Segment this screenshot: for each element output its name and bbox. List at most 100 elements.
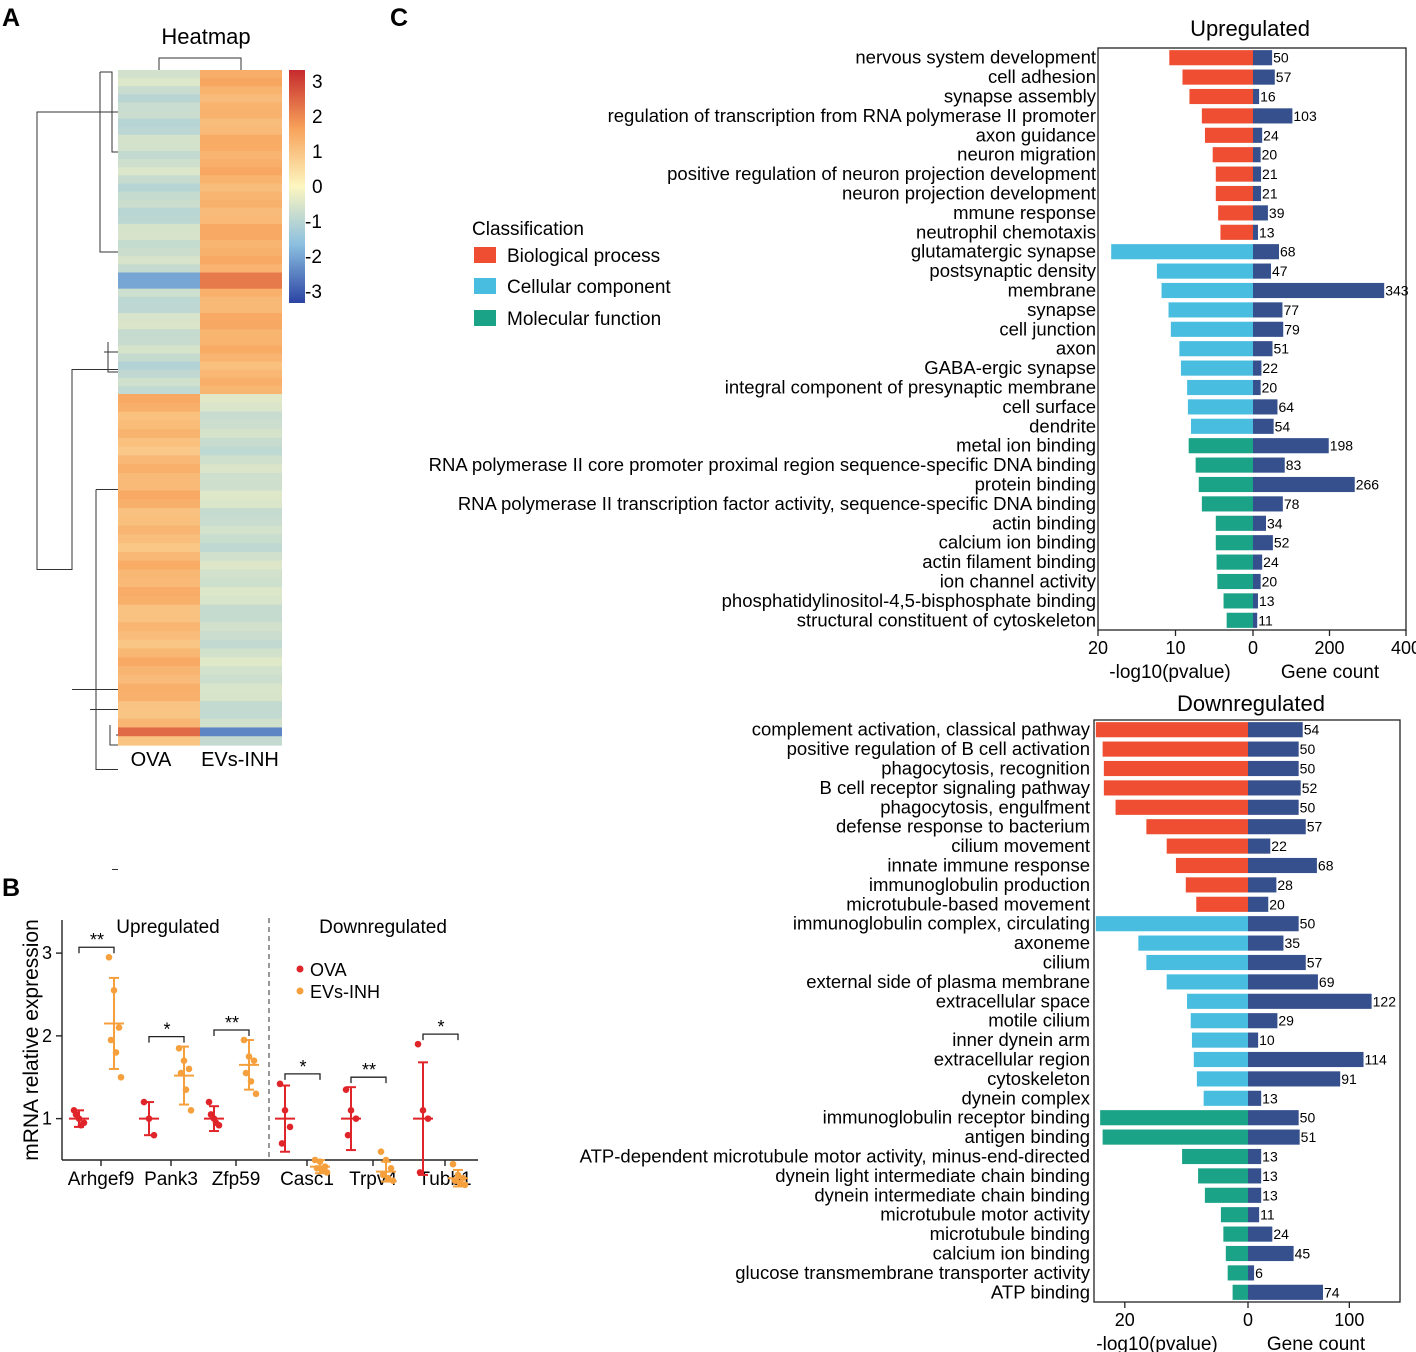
gene-count-bar [1248, 993, 1372, 1009]
pvalue-bar [1223, 1226, 1248, 1242]
heatmap-cell [200, 215, 282, 225]
heatmap-cell [118, 718, 200, 729]
pvalue-bar [1215, 185, 1253, 202]
heatmap-cell [200, 288, 282, 298]
gene-count-label: 11 [1258, 612, 1273, 628]
heatmap-cell [200, 709, 282, 720]
gene-count-label: 50 [1300, 761, 1316, 777]
data-point [377, 1148, 385, 1156]
pvalue-bar [1115, 799, 1248, 815]
pvalue-bar [1156, 263, 1253, 279]
pvalue-bar [1169, 50, 1253, 66]
heatmap-cell [200, 630, 282, 641]
legend-dot-ova [296, 965, 304, 973]
dendrogram-branch [95, 489, 118, 770]
heatmap-cell [200, 151, 282, 160]
x-axis-label-pvalue: -log10(pvalue) [1109, 662, 1230, 683]
legend-label-evs-inh: EVs-INH [310, 982, 380, 1002]
heatmap-cell [118, 78, 200, 87]
term-label: protein binding [975, 474, 1096, 495]
gene-count-bar [1248, 857, 1317, 874]
gene-count-bar [1253, 127, 1263, 143]
data-point [115, 1024, 123, 1031]
pvalue-bar [1204, 127, 1253, 143]
pvalue-bar [1190, 1013, 1248, 1029]
term-label: phagocytosis, engulfment [880, 796, 1090, 817]
heatmap-cell [118, 94, 200, 103]
legend-title: Classification [472, 219, 584, 240]
go-downregulated-plot: 54 complement activation, classical pathw… [580, 719, 1401, 1352]
pvalue-bar [1191, 1032, 1248, 1048]
pvalue-bar [1187, 399, 1253, 415]
x-axis-label-gene-count: Gene count [1281, 662, 1380, 683]
heatmap-cell [118, 446, 200, 457]
heatmap-cell [200, 516, 282, 527]
gene-count-label: 79 [1284, 321, 1300, 337]
term-label: immunoglobulin production [869, 874, 1090, 895]
term-label: metal ion binding [956, 435, 1096, 456]
heatmap-cell [200, 394, 282, 404]
heatmap-cell [118, 151, 200, 160]
term-label: microtubule-based movement [846, 893, 1090, 914]
heatmap-cell [118, 272, 200, 282]
gene-count-label: 77 [1283, 302, 1299, 318]
heatmap-cell [200, 232, 282, 241]
heatmap-cell [200, 481, 282, 492]
term-label: ion channel activity [940, 571, 1097, 592]
gene-count-bar [1253, 535, 1273, 551]
pvalue-bar [1198, 1168, 1248, 1184]
pvalue-bar [1227, 1265, 1248, 1281]
term-label: positive regulation of B cell activation [787, 738, 1090, 759]
term-label: calcium ion binding [939, 532, 1096, 553]
colorbar-tick-label: -2 [305, 247, 322, 268]
heatmap-cell [118, 134, 200, 144]
significance-label: ** [225, 1013, 239, 1033]
gene-count-label: 57 [1307, 955, 1323, 971]
pvalue-bar [1182, 69, 1253, 85]
gene-count-bar [1248, 1032, 1259, 1048]
pvalue-bar [1095, 722, 1248, 738]
gene-count-label: 10 [1259, 1032, 1275, 1048]
heatmap-cell [200, 280, 282, 290]
heatmap-cell [200, 361, 282, 371]
heatmap-cell [200, 102, 282, 112]
heatmap-cell [200, 402, 282, 413]
term-label: dynein light intermediate chain binding [775, 1165, 1090, 1186]
gene-count-bar [1253, 263, 1271, 279]
term-label: glutamatergic synapse [911, 241, 1096, 262]
gene-count-label: 50 [1300, 916, 1316, 932]
dendrogram-branch [158, 57, 242, 70]
gene-count-label: 54 [1304, 722, 1320, 738]
heatmap-cell [118, 304, 200, 314]
gene-count-bar [1253, 244, 1280, 260]
gene-count-bar [1248, 954, 1306, 971]
heatmap-cell [118, 639, 200, 650]
heatmap-cell [118, 604, 200, 614]
x-tick-label: 200 [1314, 638, 1344, 658]
heatmap-cell [200, 648, 282, 658]
significance-label: ** [362, 1060, 376, 1080]
term-label: external side of plasma membrane [806, 971, 1090, 992]
gene-count-label: 24 [1263, 127, 1279, 143]
gene-count-bar [1248, 896, 1269, 912]
gene-count-bar [1253, 612, 1258, 628]
data-point [344, 1131, 352, 1139]
gene-count-bar [1248, 1051, 1364, 1068]
gene-count-label: 198 [1330, 438, 1354, 454]
x-tick-label: 100 [1334, 1310, 1364, 1330]
heatmap-cell [118, 578, 200, 588]
term-label: glucose transmembrane transporter activi… [735, 1262, 1090, 1283]
term-label: neutrophil chemotaxis [916, 221, 1096, 242]
data-point [107, 1036, 115, 1044]
pvalue-bar [1111, 244, 1253, 260]
go-upregulated-chart: Upregulated 50 nervous system development… [429, 16, 1416, 683]
gene-count-bar [1248, 1148, 1262, 1165]
term-label: neuron migration [957, 144, 1096, 165]
pvalue-bar [1179, 341, 1253, 357]
heatmap-cell [200, 223, 282, 233]
gene-count-label: 13 [1262, 1090, 1278, 1106]
gene-count-label: 11 [1260, 1207, 1275, 1223]
significance-bracket [78, 946, 115, 954]
term-label: phosphatidylinositol-4,5-bisphosphate bi… [722, 590, 1096, 611]
heatmap-cell [118, 167, 200, 176]
